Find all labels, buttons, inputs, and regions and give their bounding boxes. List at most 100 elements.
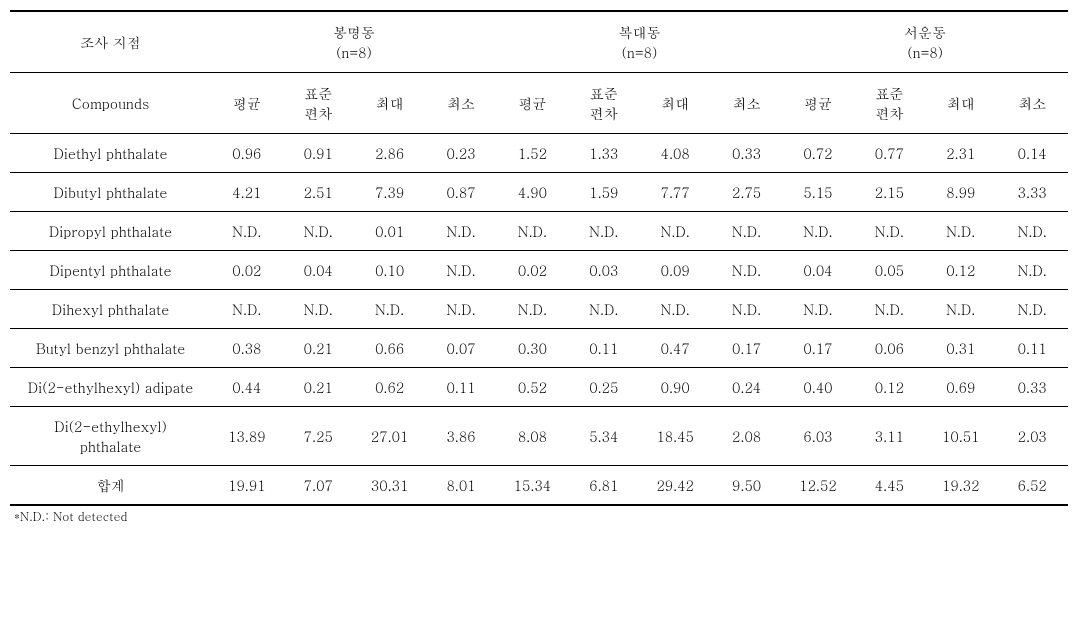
location-header-2: 서운동 (n=8) <box>782 11 1068 73</box>
data-cell: N.D. <box>283 290 354 329</box>
data-cell: N.D. <box>425 251 496 290</box>
data-cell: N.D. <box>425 290 496 329</box>
data-cell: 0.91 <box>283 134 354 173</box>
data-cell: 0.09 <box>639 251 710 290</box>
data-cell: 10.51 <box>925 407 996 466</box>
data-cell: N.D. <box>497 290 568 329</box>
data-cell: N.D. <box>854 290 925 329</box>
data-cell: 1.33 <box>568 134 639 173</box>
data-cell: 0.62 <box>354 368 425 407</box>
data-cell: 0.12 <box>925 251 996 290</box>
table-row: Di(2-ethylhexyl) phthalate13.897.2527.01… <box>10 407 1068 466</box>
data-cell: 0.01 <box>354 212 425 251</box>
data-cell: 0.17 <box>782 329 853 368</box>
data-cell: 0.11 <box>996 329 1068 368</box>
data-cell: 2.86 <box>354 134 425 173</box>
data-cell: 2.75 <box>711 173 782 212</box>
data-cell: 3.86 <box>425 407 496 466</box>
data-cell: 0.02 <box>497 251 568 290</box>
data-cell: 0.24 <box>711 368 782 407</box>
data-cell: 5.15 <box>782 173 853 212</box>
data-cell: 0.12 <box>854 368 925 407</box>
data-cell: 6.81 <box>568 466 639 506</box>
data-cell: 1.59 <box>568 173 639 212</box>
data-cell: N.D. <box>782 290 853 329</box>
data-cell: N.D. <box>211 290 282 329</box>
data-cell: 0.23 <box>425 134 496 173</box>
data-cell: N.D. <box>782 212 853 251</box>
table-row: Dihexyl phthalateN.D.N.D.N.D.N.D.N.D.N.D… <box>10 290 1068 329</box>
data-cell: 13.89 <box>211 407 282 466</box>
data-cell: 0.21 <box>283 329 354 368</box>
data-cell: N.D. <box>711 212 782 251</box>
data-cell: 7.25 <box>283 407 354 466</box>
data-cell: 2.31 <box>925 134 996 173</box>
table-header: 조사 지점 봉명동 (n=8) 복대동 (n=8) 서운동 (n=8) Comp… <box>10 11 1068 134</box>
data-cell: 0.33 <box>996 368 1068 407</box>
data-cell: 0.33 <box>711 134 782 173</box>
data-cell: N.D. <box>925 290 996 329</box>
data-cell: 0.90 <box>639 368 710 407</box>
data-cell: 4.90 <box>497 173 568 212</box>
footnote-text: *N.D.: Not detected <box>10 508 1068 525</box>
data-cell: 0.69 <box>925 368 996 407</box>
stat-header: 최대 <box>354 73 425 134</box>
stat-header: 최대 <box>925 73 996 134</box>
data-cell: 4.08 <box>639 134 710 173</box>
data-cell: 0.04 <box>782 251 853 290</box>
stat-header: 최대 <box>639 73 710 134</box>
data-cell: 0.11 <box>568 329 639 368</box>
stat-header: 평균 <box>782 73 853 134</box>
data-cell: 0.25 <box>568 368 639 407</box>
compound-name: Dibutyl phthalate <box>10 173 211 212</box>
location-n-2: (n=8) <box>786 42 1064 62</box>
stat-header: 최소 <box>996 73 1068 134</box>
data-cell: 0.06 <box>854 329 925 368</box>
data-cell: 2.08 <box>711 407 782 466</box>
data-cell: 0.47 <box>639 329 710 368</box>
data-cell: 0.87 <box>425 173 496 212</box>
data-cell: 2.51 <box>283 173 354 212</box>
data-cell: 0.05 <box>854 251 925 290</box>
data-cell: 0.14 <box>996 134 1068 173</box>
stat-header: 최소 <box>711 73 782 134</box>
data-cell: 7.39 <box>354 173 425 212</box>
stat-header: 표준 편차 <box>854 73 925 134</box>
data-cell: 7.07 <box>283 466 354 506</box>
data-cell: N.D. <box>996 251 1068 290</box>
compound-name: Di(2-ethylhexyl) adipate <box>10 368 211 407</box>
data-cell: 6.03 <box>782 407 853 466</box>
data-cell: 19.91 <box>211 466 282 506</box>
data-cell: 8.08 <box>497 407 568 466</box>
location-name-0: 봉명동 <box>215 22 493 42</box>
compound-name: Butyl benzyl phthalate <box>10 329 211 368</box>
location-name-1: 복대동 <box>501 22 779 42</box>
data-cell: 9.50 <box>711 466 782 506</box>
table-row: Dipropyl phthalateN.D.N.D.0.01N.D.N.D.N.… <box>10 212 1068 251</box>
data-cell: 3.33 <box>996 173 1068 212</box>
survey-point-header: 조사 지점 <box>10 11 211 73</box>
data-cell: 5.34 <box>568 407 639 466</box>
data-cell: 0.30 <box>497 329 568 368</box>
data-cell: N.D. <box>568 212 639 251</box>
data-cell: N.D. <box>925 212 996 251</box>
data-cell: N.D. <box>497 212 568 251</box>
data-cell: 0.10 <box>354 251 425 290</box>
data-cell: 3.11 <box>854 407 925 466</box>
table-row: Diethyl phthalate0.960.912.860.231.521.3… <box>10 134 1068 173</box>
stats-header-row: Compounds 평균 표준 편차 최대 최소 평균 표준 편차 최대 최소 … <box>10 73 1068 134</box>
data-cell: 0.38 <box>211 329 282 368</box>
table-row: Dibutyl phthalate4.212.517.390.874.901.5… <box>10 173 1068 212</box>
data-cell: 0.04 <box>283 251 354 290</box>
data-cell: 0.72 <box>782 134 853 173</box>
data-cell: 0.21 <box>283 368 354 407</box>
data-cell: N.D. <box>568 290 639 329</box>
data-cell: N.D. <box>639 212 710 251</box>
data-cell: 0.44 <box>211 368 282 407</box>
data-cell: 0.02 <box>211 251 282 290</box>
data-cell: 30.31 <box>354 466 425 506</box>
location-name-2: 서운동 <box>786 22 1064 42</box>
data-cell: 2.15 <box>854 173 925 212</box>
table-row: 합계19.917.0730.318.0115.346.8129.429.5012… <box>10 466 1068 506</box>
data-cell: N.D. <box>854 212 925 251</box>
